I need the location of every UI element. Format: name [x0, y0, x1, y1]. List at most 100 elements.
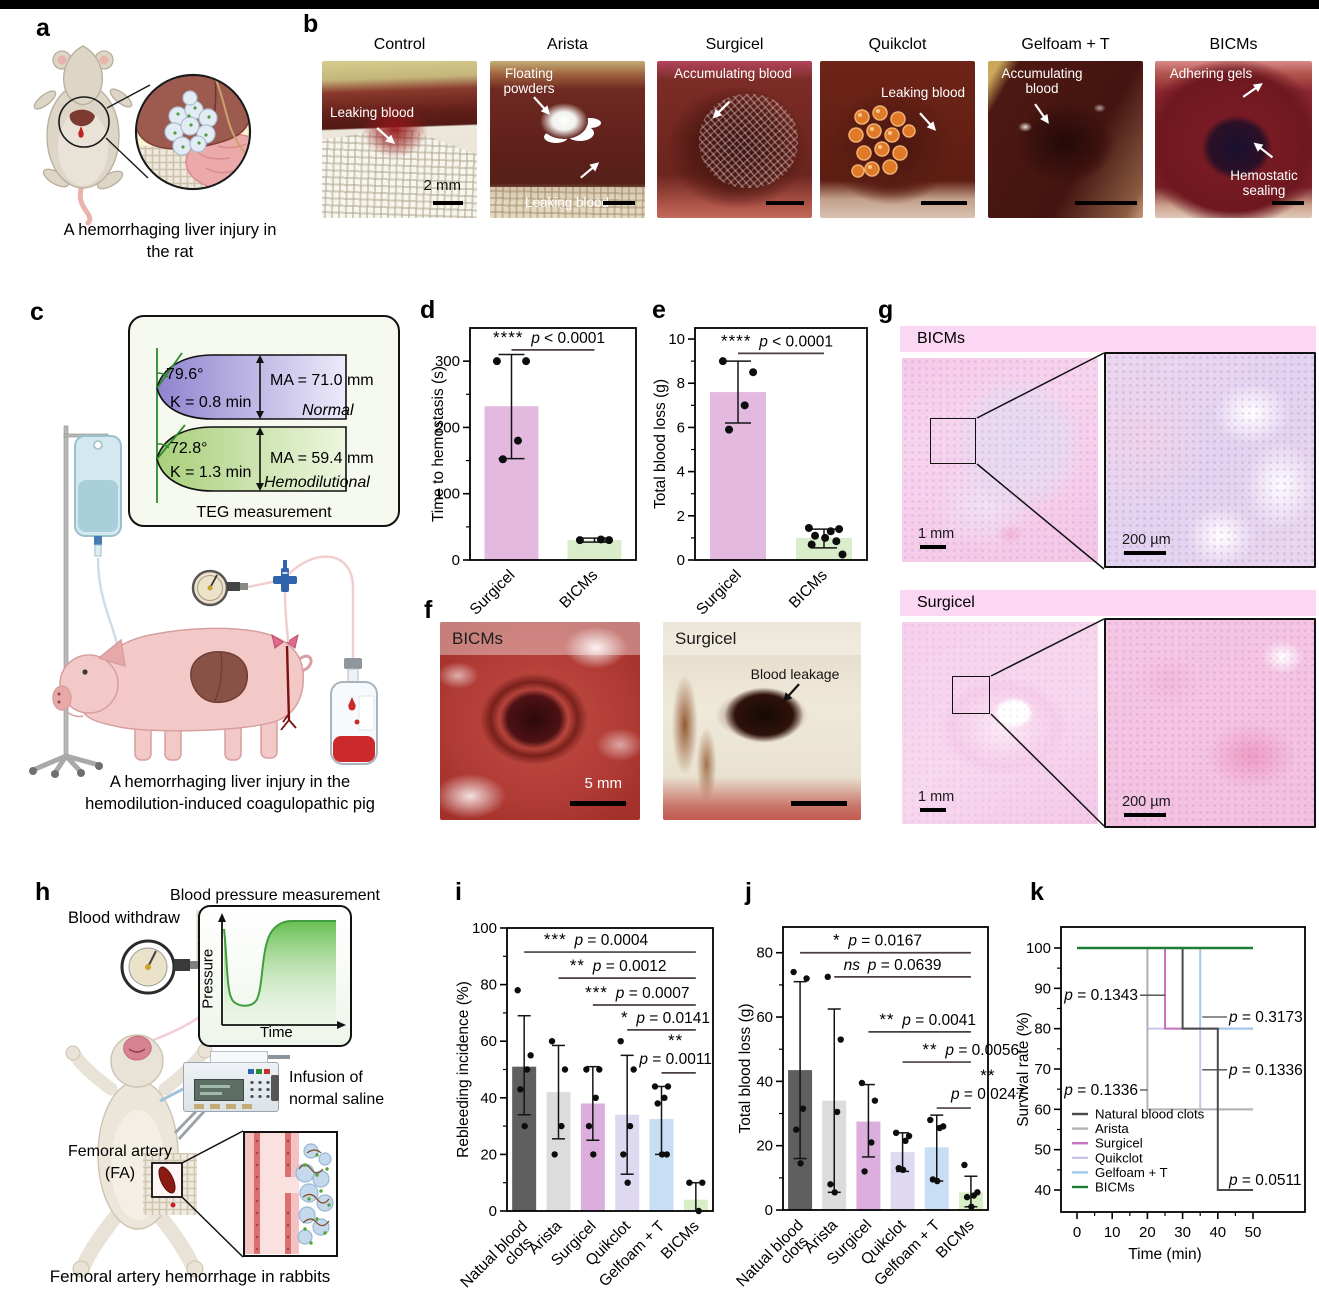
rat-illustration: [33, 45, 252, 226]
svg-text:Time to hemostasis (s): Time to hemostasis (s): [430, 366, 447, 522]
svg-text:Natual bloodclots: Natual bloodclots: [733, 1217, 817, 1298]
svg-text:*** p = 0.0004: *** p = 0.0004: [544, 930, 649, 949]
svg-text:40: 40: [1034, 1182, 1051, 1199]
svg-text:0: 0: [489, 1203, 497, 1220]
teg-k-hemo: K = 1.3 min: [170, 464, 252, 481]
caption-line: A hemorrhaging liver injury in the: [109, 773, 351, 791]
bp-measurement-title: Blood pressure measurement: [170, 887, 380, 904]
teg-inset-box: 79.6° MA = 71.0 mm K = 0.8 min Normal 72…: [128, 315, 400, 527]
scale-bar: [433, 201, 463, 205]
syringe-barrel: [210, 1051, 268, 1063]
svg-text:** p = 0.0056: ** p = 0.0056: [922, 1040, 1019, 1059]
teg-title: TEG measurement: [196, 504, 332, 521]
svg-text:Surgicel: Surgicel: [467, 567, 519, 619]
histology-header-surgicel: Surgicel: [900, 590, 1316, 616]
svg-text:* p = 0.0167: * p = 0.0167: [833, 931, 922, 950]
svg-text:p = 0.0011: p = 0.0011: [638, 1051, 712, 1068]
annotation-arrow-icon: [533, 96, 551, 115]
liver-photo-bicms: Adhering gels Hemostatic sealing: [1155, 61, 1312, 218]
svg-text:Time (min): Time (min): [1128, 1246, 1201, 1263]
pig-liver: [190, 651, 249, 704]
svg-text:p = 0.0511: p = 0.0511: [1228, 1172, 1302, 1189]
svg-text:* p = 0.0141: * p = 0.0141: [621, 1008, 710, 1027]
svg-text:** p = 0.0041: ** p = 0.0041: [879, 1010, 976, 1029]
svg-text:300: 300: [435, 353, 460, 370]
artery-zoom-inset: [243, 1131, 338, 1257]
chart-time-to-hemostasis: 0 100 200 300 **** p < 0.0001 Surgicel BICMs Ti…: [430, 327, 637, 619]
svg-text:200: 200: [435, 419, 460, 436]
gel-cluster: [295, 1143, 334, 1245]
pump-keypad: [248, 1079, 272, 1099]
svg-text:p = 0.1336: p = 0.1336: [1228, 1062, 1303, 1079]
svg-text:p = 0.0247: p = 0.0247: [950, 1086, 1025, 1103]
zoom-region-square: [930, 418, 976, 464]
svg-text:20: 20: [756, 1138, 773, 1155]
svg-text:** p = 0.0012: ** p = 0.0012: [570, 956, 667, 975]
syringe-pump: [183, 1051, 290, 1112]
zoom-region-square: [952, 676, 990, 714]
svg-text:Quikclot: Quikclot: [1095, 1150, 1143, 1165]
photo-annotation: Floating powders: [503, 66, 555, 97]
svg-text:0: 0: [1073, 1224, 1081, 1241]
panel-k-label: k: [1030, 878, 1044, 906]
panel-b-label: b: [303, 10, 319, 38]
svg-text:30: 30: [1174, 1224, 1191, 1241]
svg-text:Rebleeding incidence (%): Rebleeding incidence (%): [455, 981, 472, 1158]
bp-curve-chart: [218, 913, 346, 1029]
photo-annotation: Adhering gels: [1169, 66, 1253, 81]
syringe-plunger: [268, 1055, 290, 1059]
chart-total-blood-loss-pig: 0 2 4 6 8 10 **** p < 0.0001 Surgicel BICMs Total…: [652, 327, 868, 618]
svg-text:80: 80: [480, 977, 497, 994]
svg-text:0: 0: [765, 1202, 773, 1219]
photo-label-band: [440, 622, 640, 655]
infusion-label-line2: normal saline: [289, 1091, 385, 1108]
svg-text:70: 70: [1034, 1061, 1051, 1078]
zoom-connector-lines: [976, 352, 1105, 570]
pig-illustration: [29, 425, 378, 778]
histology-bicms-overview: [902, 358, 1098, 562]
saline-bag: [74, 435, 122, 557]
photo-card-gelfoam: Gelfoam + T Accumulating blood: [988, 36, 1143, 218]
iv-tube: [96, 557, 121, 653]
svg-text:**: **: [668, 1031, 683, 1050]
teg-k-normal: K = 0.8 min: [170, 394, 252, 411]
photo-title: BICMs: [452, 629, 503, 648]
pump-screen: [194, 1079, 244, 1101]
infusion-label-line1: Infusion of: [289, 1069, 363, 1086]
teg-curves: [156, 348, 347, 503]
mesh-texture: [698, 93, 799, 189]
photo-title: Surgicel: [675, 629, 737, 648]
svg-text:Total blood loss (g): Total blood loss (g): [652, 379, 669, 509]
zoom-connector-lines: [990, 618, 1105, 827]
svg-text:8: 8: [677, 375, 685, 392]
photo-annotation: Accumulating blood: [674, 66, 792, 81]
svg-text:10: 10: [1104, 1224, 1121, 1241]
femoral-catheter: [271, 633, 299, 731]
panel-a-caption: A hemorrhaging liver injury in the rat: [35, 220, 305, 264]
photo-title: Quikclot: [868, 36, 927, 53]
blood-blot: [362, 101, 429, 158]
svg-text:Natural blood clots: Natural blood clots: [1095, 1107, 1205, 1122]
svg-text:p = 0.3173: p = 0.3173: [1228, 1009, 1303, 1026]
photo-annotation: Accumulating blood: [1001, 66, 1083, 97]
scale-text: 200 µm: [1122, 794, 1171, 810]
svg-text:BICMs: BICMs: [933, 1217, 978, 1262]
femoral-artery-label: Femoral artery: [67, 1143, 173, 1160]
blood-drop-icon: [170, 1202, 176, 1208]
rat-liver-spot: [69, 109, 95, 127]
svg-text:Total blood loss (g): Total blood loss (g): [737, 1003, 754, 1133]
liver-photo-arista: Floating powders Leaking blood: [490, 61, 645, 218]
scale-bar: [921, 201, 967, 205]
blood-bottle: [330, 658, 378, 765]
scale-bar: [570, 801, 626, 806]
photo-card-surgicel: Surgicel Accumulating blood: [657, 36, 812, 218]
svg-text:80: 80: [1034, 1021, 1051, 1038]
svg-text:50: 50: [1245, 1224, 1262, 1241]
scale-text: 5 mm: [584, 775, 623, 792]
pig-body: [52, 627, 313, 761]
annotation-arrow-icon: [1253, 142, 1274, 159]
top-border-bar: [0, 0, 1319, 9]
svg-text:60: 60: [1034, 1101, 1051, 1118]
photo-title: Surgicel: [705, 36, 764, 53]
